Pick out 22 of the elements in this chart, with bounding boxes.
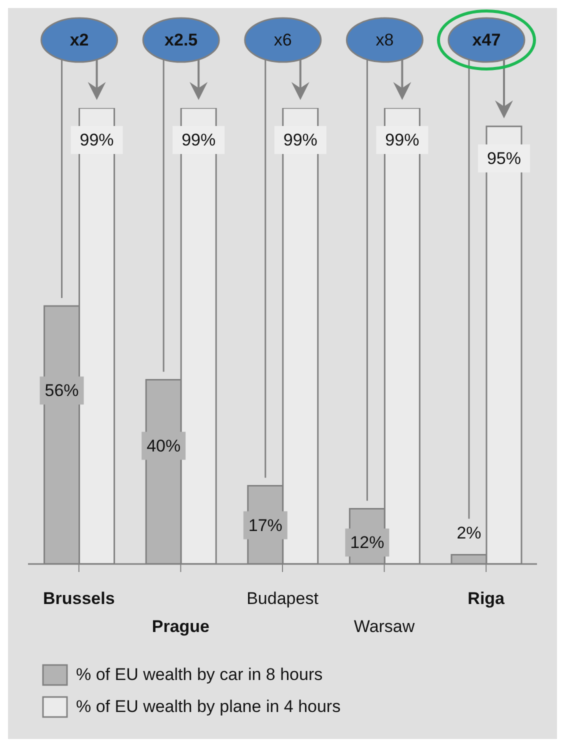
text: x2.5 (164, 30, 198, 50)
data-label: 99% (385, 130, 420, 150)
text: x2 (70, 30, 89, 50)
legend-label: % of EU wealth by plane in 4 hours (76, 697, 341, 717)
legend-label: % of EU wealth by car in 8 hours (76, 665, 323, 685)
data-label: 12% (350, 533, 384, 552)
text: x8 (376, 30, 394, 50)
data-label: 2% (456, 523, 482, 542)
x-tick-label: Prague (152, 617, 210, 636)
data-label: 95% (486, 148, 522, 168)
data-label: 17% (248, 516, 282, 535)
x-tick-label: Warsaw (354, 617, 416, 636)
text: x47 (472, 30, 501, 50)
data-label: 99% (283, 130, 318, 150)
data-label: 40% (146, 436, 181, 456)
data-label: 99% (182, 130, 216, 150)
data-label: 56% (44, 381, 79, 400)
data-label: 99% (80, 130, 114, 150)
text: x6 (274, 30, 292, 50)
x-tick-label: Riga (468, 589, 506, 608)
x-tick-label: Brussels (42, 589, 115, 608)
x-tick-label: Budapest (246, 589, 319, 608)
